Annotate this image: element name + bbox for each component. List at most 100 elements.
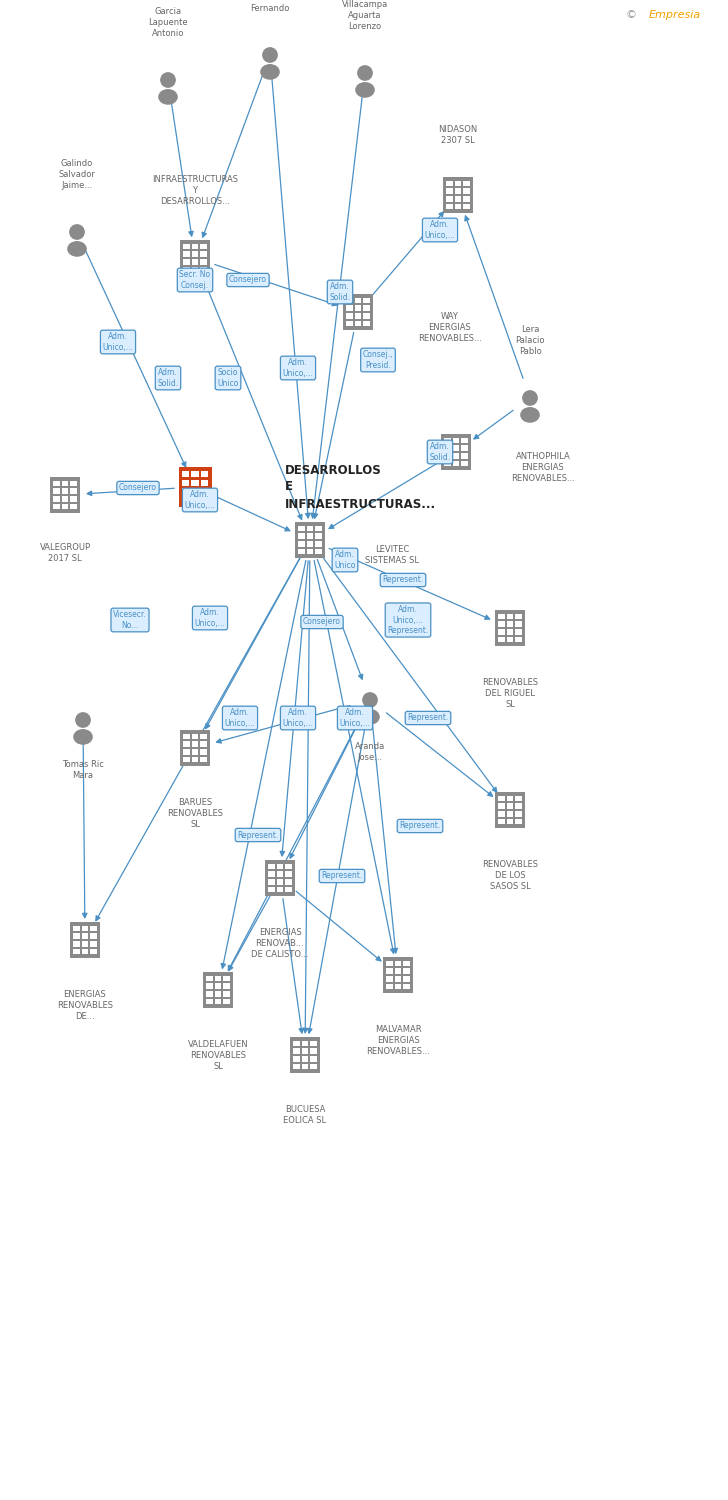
- Bar: [363, 314, 370, 318]
- Bar: [215, 984, 221, 988]
- Text: Secr. No
Consej.: Secr. No Consej.: [179, 270, 210, 290]
- Bar: [498, 636, 505, 642]
- Bar: [180, 730, 210, 766]
- Text: Consejero: Consejero: [229, 276, 267, 285]
- Ellipse shape: [74, 730, 92, 744]
- Bar: [53, 489, 60, 494]
- Bar: [363, 321, 370, 327]
- Text: Socio
Unico: Socio Unico: [218, 369, 239, 387]
- Bar: [453, 438, 459, 444]
- Bar: [62, 480, 68, 486]
- Bar: [306, 525, 313, 531]
- Bar: [386, 960, 392, 966]
- Ellipse shape: [356, 82, 374, 98]
- Bar: [183, 756, 189, 762]
- Bar: [343, 294, 373, 330]
- Bar: [82, 933, 88, 939]
- Bar: [215, 992, 221, 996]
- Circle shape: [523, 392, 537, 405]
- Text: ENERGIAS
RENOVAB...
DE CALISTO...: ENERGIAS RENOVAB... DE CALISTO...: [251, 928, 309, 958]
- Text: Adm.
Unico: Adm. Unico: [334, 550, 356, 570]
- Bar: [223, 984, 230, 988]
- Bar: [191, 260, 198, 264]
- Bar: [268, 871, 274, 877]
- Bar: [206, 992, 213, 996]
- Bar: [453, 460, 459, 466]
- Bar: [363, 297, 370, 303]
- Bar: [215, 975, 221, 981]
- Bar: [191, 756, 198, 762]
- Bar: [191, 252, 198, 257]
- Bar: [265, 859, 295, 895]
- Bar: [507, 795, 513, 801]
- Bar: [50, 477, 80, 513]
- Bar: [298, 525, 304, 531]
- Bar: [223, 975, 230, 981]
- Ellipse shape: [68, 242, 86, 256]
- Text: Adm.
Unico,...: Adm. Unico,...: [282, 708, 314, 728]
- Text: Lera
Palacio
Pablo: Lera Palacio Pablo: [515, 326, 545, 356]
- Bar: [293, 1064, 300, 1070]
- Text: Empresia: Empresia: [649, 9, 701, 20]
- Text: Represent.: Represent.: [237, 831, 279, 840]
- Bar: [310, 1056, 317, 1062]
- Text: Aranda
Jose...: Aranda Jose...: [355, 742, 385, 762]
- Bar: [301, 1056, 308, 1062]
- Bar: [346, 321, 352, 327]
- Bar: [403, 969, 410, 974]
- Bar: [71, 489, 77, 494]
- Bar: [73, 933, 79, 939]
- Bar: [446, 180, 453, 186]
- Bar: [395, 960, 401, 966]
- Circle shape: [76, 712, 90, 728]
- Bar: [464, 189, 470, 194]
- Bar: [355, 297, 361, 303]
- Bar: [310, 1064, 317, 1070]
- Bar: [507, 621, 513, 627]
- Text: Adm.
Solid.: Adm. Solid.: [430, 442, 451, 462]
- Text: Adm.
Unico,...
Represent.: Adm. Unico,... Represent.: [387, 604, 429, 634]
- Bar: [301, 1064, 308, 1070]
- Text: Represent.: Represent.: [321, 871, 363, 880]
- Bar: [183, 267, 189, 273]
- Bar: [455, 180, 462, 186]
- Bar: [462, 446, 468, 452]
- Bar: [301, 1048, 308, 1054]
- Bar: [62, 496, 68, 501]
- Bar: [507, 614, 513, 620]
- Bar: [285, 879, 292, 885]
- Bar: [444, 453, 451, 459]
- Bar: [201, 471, 208, 477]
- Text: Adm.
Unico,...: Adm. Unico,...: [339, 708, 371, 728]
- Bar: [498, 795, 505, 801]
- Text: Adm.
Unico,...: Adm. Unico,...: [424, 220, 456, 240]
- Bar: [183, 741, 189, 747]
- Bar: [178, 466, 212, 507]
- Bar: [200, 260, 207, 264]
- Bar: [355, 314, 361, 318]
- Bar: [306, 549, 313, 555]
- Bar: [183, 252, 189, 257]
- Text: Consejero: Consejero: [119, 483, 157, 492]
- Bar: [180, 240, 210, 276]
- Bar: [515, 804, 522, 808]
- Bar: [498, 804, 505, 808]
- Bar: [268, 886, 274, 892]
- Bar: [82, 948, 88, 954]
- Bar: [444, 446, 451, 452]
- Bar: [403, 976, 410, 981]
- Bar: [191, 741, 198, 747]
- Bar: [386, 984, 392, 990]
- Bar: [507, 819, 513, 825]
- Bar: [395, 984, 401, 990]
- Text: VALDELAFUEN
RENOVABLES
SL: VALDELAFUEN RENOVABLES SL: [188, 1040, 248, 1071]
- Text: VALEGROUP
2017 SL: VALEGROUP 2017 SL: [39, 543, 90, 562]
- Bar: [395, 969, 401, 974]
- Bar: [200, 243, 207, 249]
- Bar: [310, 1048, 317, 1054]
- Bar: [295, 522, 325, 558]
- Bar: [446, 196, 453, 201]
- Bar: [462, 438, 468, 444]
- Bar: [498, 621, 505, 627]
- Text: INFRAESTRUCTURAS
Y
DESARROLLOS...: INFRAESTRUCTURAS Y DESARROLLOS...: [152, 176, 238, 206]
